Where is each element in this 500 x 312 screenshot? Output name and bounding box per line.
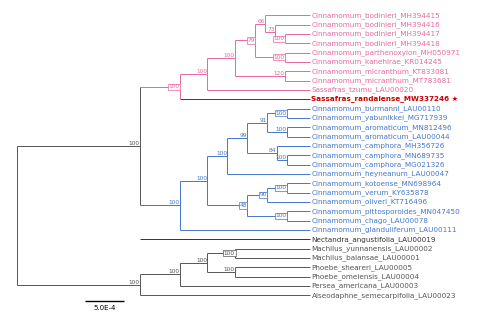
Text: Cinnamomum_yabunikkei_MG717939: Cinnamomum_yabunikkei_MG717939 <box>312 115 448 121</box>
Text: 90: 90 <box>259 193 266 197</box>
Text: 120: 120 <box>274 71 284 76</box>
Text: 5.0E-4: 5.0E-4 <box>93 305 116 311</box>
Text: 100: 100 <box>196 258 207 263</box>
Text: Phoebe_sheareri_LAU00005: Phoebe_sheareri_LAU00005 <box>312 264 412 271</box>
Text: Cinnamomum_micranthum_MT783681: Cinnamomum_micranthum_MT783681 <box>312 77 452 84</box>
Text: Cinnamomum_heyneanum_LAU00047: Cinnamomum_heyneanum_LAU00047 <box>312 171 450 177</box>
Text: 100: 100 <box>276 127 286 132</box>
Text: 100: 100 <box>168 84 179 89</box>
Text: Cinnamomum_bodinieri_MH394417: Cinnamomum_bodinieri_MH394417 <box>312 31 440 37</box>
Text: Cinnamomum_camphora_MN689735: Cinnamomum_camphora_MN689735 <box>312 152 445 159</box>
Text: 66: 66 <box>258 18 264 23</box>
Text: 91: 91 <box>260 118 266 123</box>
Text: 100: 100 <box>196 69 207 74</box>
Text: Cinnamomum_bodinieri_MH394416: Cinnamomum_bodinieri_MH394416 <box>312 21 440 28</box>
Text: Cinnamomum_kotoense_MN698964: Cinnamomum_kotoense_MN698964 <box>312 180 442 187</box>
Text: Cinnamomum_camphora_MG021326: Cinnamomum_camphora_MG021326 <box>312 161 445 168</box>
Text: Cinnamomum_camphora_MH356726: Cinnamomum_camphora_MH356726 <box>312 143 445 149</box>
Text: 100: 100 <box>216 151 227 156</box>
Text: 100: 100 <box>129 141 140 146</box>
Text: 100: 100 <box>224 53 235 58</box>
Text: Sassafras_tzumu_LAU00020: Sassafras_tzumu_LAU00020 <box>312 87 414 93</box>
Text: Cinnamomum_kanehirae_KR014245: Cinnamomum_kanehirae_KR014245 <box>312 59 442 66</box>
Text: 100: 100 <box>276 155 286 160</box>
Text: Alseodaphne_semecarpifolia_LAU00023: Alseodaphne_semecarpifolia_LAU00023 <box>312 292 456 299</box>
Text: 100: 100 <box>224 267 235 272</box>
Text: 48: 48 <box>240 203 247 208</box>
Text: 100: 100 <box>276 213 286 218</box>
Text: Cinnamomum_pittosporoides_MN047450: Cinnamomum_pittosporoides_MN047450 <box>312 208 460 215</box>
Text: 100: 100 <box>168 269 179 274</box>
Text: Machilus_yunnanensis_LAU00002: Machilus_yunnanensis_LAU00002 <box>312 245 433 252</box>
Text: Cinnamomum_bodinieri_MH394415: Cinnamomum_bodinieri_MH394415 <box>312 12 440 19</box>
Text: Cinnamomum_aromaticum_LAU00044: Cinnamomum_aromaticum_LAU00044 <box>312 133 450 140</box>
Text: Cinnamomum_bodinieri_MH394418: Cinnamomum_bodinieri_MH394418 <box>312 40 440 47</box>
Text: Cinnamomum_oliveri_KT716496: Cinnamomum_oliveri_KT716496 <box>312 199 428 205</box>
Text: 100: 100 <box>224 251 235 256</box>
Text: Cinnamomum_chago_LAU00078: Cinnamomum_chago_LAU00078 <box>312 217 428 224</box>
Text: Cinnamomum_aromaticum_MN812496: Cinnamomum_aromaticum_MN812496 <box>312 124 452 131</box>
Text: Phoebe_omeiensis_LAU00004: Phoebe_omeiensis_LAU00004 <box>312 273 420 280</box>
Text: 100: 100 <box>168 200 179 205</box>
Text: 100: 100 <box>129 280 140 285</box>
Text: Cinnamomum_parthenoxylon_MH050971: Cinnamomum_parthenoxylon_MH050971 <box>312 49 460 56</box>
Text: Machilus_balansae_LAU00001: Machilus_balansae_LAU00001 <box>312 255 420 261</box>
Text: 100: 100 <box>276 186 286 191</box>
Text: 99: 99 <box>240 133 247 138</box>
Text: 100: 100 <box>274 36 284 41</box>
Text: Cinnamomum_verum_KY635878: Cinnamomum_verum_KY635878 <box>312 189 429 196</box>
Text: Cinnamomum_micranthum_KT833081: Cinnamomum_micranthum_KT833081 <box>312 68 450 75</box>
Text: 73: 73 <box>267 27 274 32</box>
Text: Cinnamomum_glanduliferum_LAU00111: Cinnamomum_glanduliferum_LAU00111 <box>312 227 457 233</box>
Text: 84: 84 <box>269 148 276 153</box>
Text: Nectandra_angustifolia_LAU00019: Nectandra_angustifolia_LAU00019 <box>312 236 436 243</box>
Text: 100: 100 <box>196 176 207 181</box>
Text: Sassafras_randaiense_MW337246 ★: Sassafras_randaiense_MW337246 ★ <box>312 96 458 103</box>
Text: Persea_americana_LAU00003: Persea_americana_LAU00003 <box>312 283 418 289</box>
Text: Cinnamomum_burmanni_LAU00110: Cinnamomum_burmanni_LAU00110 <box>312 105 441 112</box>
Text: 100: 100 <box>276 111 286 116</box>
Text: 79: 79 <box>248 38 255 43</box>
Text: 100: 100 <box>274 55 284 60</box>
